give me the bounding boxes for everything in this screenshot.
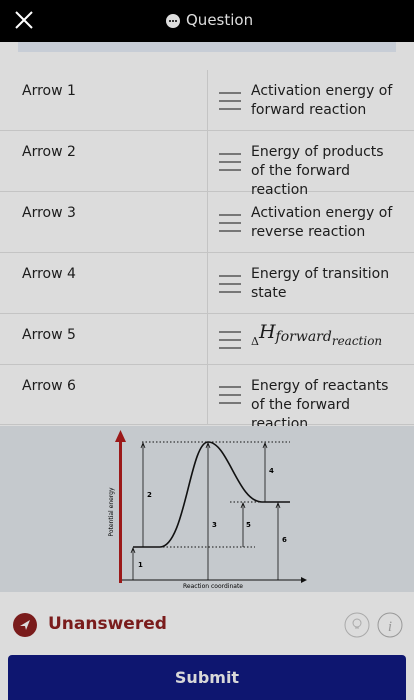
- answer-text: Activation energy of forward reaction: [251, 83, 393, 118]
- handle-line: [219, 346, 241, 349]
- header-title: Question: [186, 11, 254, 29]
- handle-line: [219, 274, 241, 277]
- subscript: reaction: [331, 334, 383, 348]
- diagram-panel: [0, 426, 414, 592]
- hint-button[interactable]: [343, 611, 371, 639]
- handle-line: [219, 160, 241, 163]
- answer-text: Activation energy of reverse reaction: [251, 205, 393, 240]
- handle-line: [219, 152, 241, 155]
- arrow-label: Arrow 5: [22, 327, 76, 343]
- subscript: forward: [275, 329, 332, 345]
- x-axis-label: Reaction coordinate: [183, 583, 243, 590]
- x-axis-head: [301, 577, 307, 583]
- arrow-label: Arrow 1: [22, 83, 76, 99]
- arrow-number: 6: [282, 536, 287, 544]
- arrow-number: 3: [212, 521, 217, 529]
- handle-line: [219, 394, 241, 396]
- arrow-number: 2: [147, 491, 152, 499]
- arrow-number: 5: [246, 521, 251, 529]
- arrow-label: Arrow 4: [22, 266, 76, 282]
- symbol: H: [258, 321, 276, 343]
- status-icon: [13, 613, 37, 637]
- handle-line: [219, 221, 241, 224]
- handle-line: [219, 168, 241, 171]
- arrow-label: Arrow 2: [22, 144, 76, 160]
- handle-line: [219, 213, 241, 216]
- handle-line: [219, 290, 241, 293]
- top-strip: [18, 42, 396, 52]
- handle-line: [219, 330, 241, 333]
- handle-line: [219, 99, 241, 102]
- drag-handle[interactable]: [219, 91, 241, 116]
- y-axis: [119, 440, 122, 583]
- drag-handle[interactable]: [219, 330, 241, 355]
- dotted-guides: [142, 441, 290, 548]
- answer-row: Arrow 4 Energy of transition state: [0, 253, 414, 314]
- status-text: Unanswered: [48, 614, 167, 634]
- top-bar: Question: [0, 0, 414, 42]
- handle-line: [219, 229, 241, 232]
- arrow-label: Arrow 6: [22, 378, 76, 394]
- answer-row: Arrow 1 Activation energy of forward reac…: [0, 70, 414, 131]
- handle-line: [219, 338, 241, 341]
- diagram-arrows: [130, 441, 281, 580]
- handle-line: [219, 386, 241, 388]
- arrow-number: 1: [138, 561, 143, 569]
- drag-handle[interactable]: [219, 213, 241, 238]
- answer-row: Arrow 2 Energy of products of the forward…: [0, 131, 414, 198]
- handle-line: [219, 107, 241, 110]
- drag-handle[interactable]: [219, 274, 241, 299]
- handle-line: [219, 91, 241, 94]
- y-axis-head: [115, 430, 126, 442]
- svg-text:i: i: [388, 619, 392, 635]
- handle-line: [219, 282, 241, 285]
- drag-handle[interactable]: [219, 386, 241, 410]
- drag-handle[interactable]: [219, 152, 241, 177]
- answer-row: Arrow 3 Activation energy of reverse reac…: [0, 192, 414, 253]
- y-axis-label: Potential energy: [108, 487, 115, 537]
- arrow-number: 4: [269, 467, 274, 475]
- arrow-label: Arrow 3: [22, 205, 76, 221]
- handle-line: [219, 402, 241, 404]
- divider: [207, 70, 208, 425]
- answer-formula: ΔHforwardreaction: [251, 323, 411, 349]
- energy-curve: [133, 441, 290, 548]
- close-button[interactable]: [14, 10, 34, 30]
- delta: Δ: [251, 335, 259, 348]
- answer-text: Energy of products of the forward reacti…: [251, 144, 384, 198]
- answer-text: Energy of transition state: [251, 266, 390, 301]
- answer-row: Arrow 5 ΔHforwardreaction: [0, 314, 414, 365]
- info-button[interactable]: i: [376, 611, 404, 639]
- chat-icon: [166, 14, 180, 28]
- submit-button[interactable]: Submit: [8, 655, 406, 700]
